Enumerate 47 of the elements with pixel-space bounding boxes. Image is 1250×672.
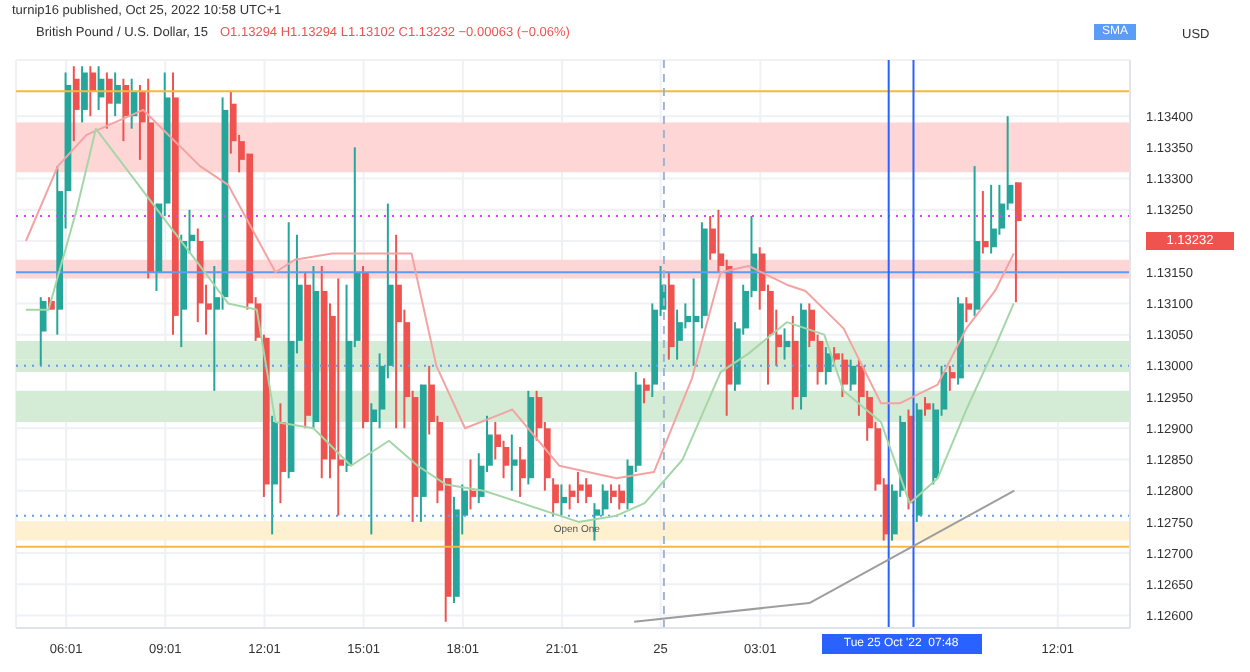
candlestick xyxy=(824,346,832,386)
candlestick xyxy=(469,458,477,511)
candlestick xyxy=(667,271,675,361)
candlestick xyxy=(601,483,609,517)
candlestick xyxy=(560,483,568,517)
candlestick xyxy=(849,358,857,392)
candlestick xyxy=(990,183,997,255)
candlestick xyxy=(643,377,650,405)
candlestick xyxy=(791,314,799,411)
candlestick xyxy=(122,77,130,143)
candlestick xyxy=(1014,181,1022,304)
candlestick xyxy=(39,296,47,367)
candlestick xyxy=(502,439,510,480)
candlestick xyxy=(337,277,345,517)
candlestick xyxy=(618,483,625,511)
candlestick xyxy=(519,445,526,498)
candlestick xyxy=(89,65,97,118)
candlestick xyxy=(147,77,154,280)
candlestick xyxy=(171,71,179,336)
candlestick xyxy=(948,364,956,392)
candlestick xyxy=(700,221,708,330)
candlestick xyxy=(585,477,592,505)
candlestick xyxy=(510,433,518,492)
candlestick xyxy=(552,477,559,517)
candlestick xyxy=(271,414,278,536)
candlestick xyxy=(81,65,88,124)
candlestick xyxy=(609,483,617,505)
candlestick xyxy=(783,327,791,361)
candlestick xyxy=(105,71,113,130)
candlestick xyxy=(957,296,964,386)
candlestick xyxy=(304,271,311,430)
candlestick xyxy=(114,71,121,118)
candlestick xyxy=(527,389,535,486)
candlestick xyxy=(924,396,931,417)
candlestick xyxy=(915,402,923,523)
candlestick xyxy=(981,190,989,255)
candlestick xyxy=(800,302,807,411)
candlestick xyxy=(841,352,849,399)
candlestick xyxy=(395,233,402,430)
candlestick xyxy=(362,264,369,430)
candlestick xyxy=(279,402,287,505)
candlestick xyxy=(312,264,320,430)
candlestick xyxy=(419,383,427,523)
candlestick xyxy=(72,65,80,143)
candlestick xyxy=(965,296,973,324)
candlestick xyxy=(576,470,584,505)
candlestick xyxy=(676,308,683,361)
